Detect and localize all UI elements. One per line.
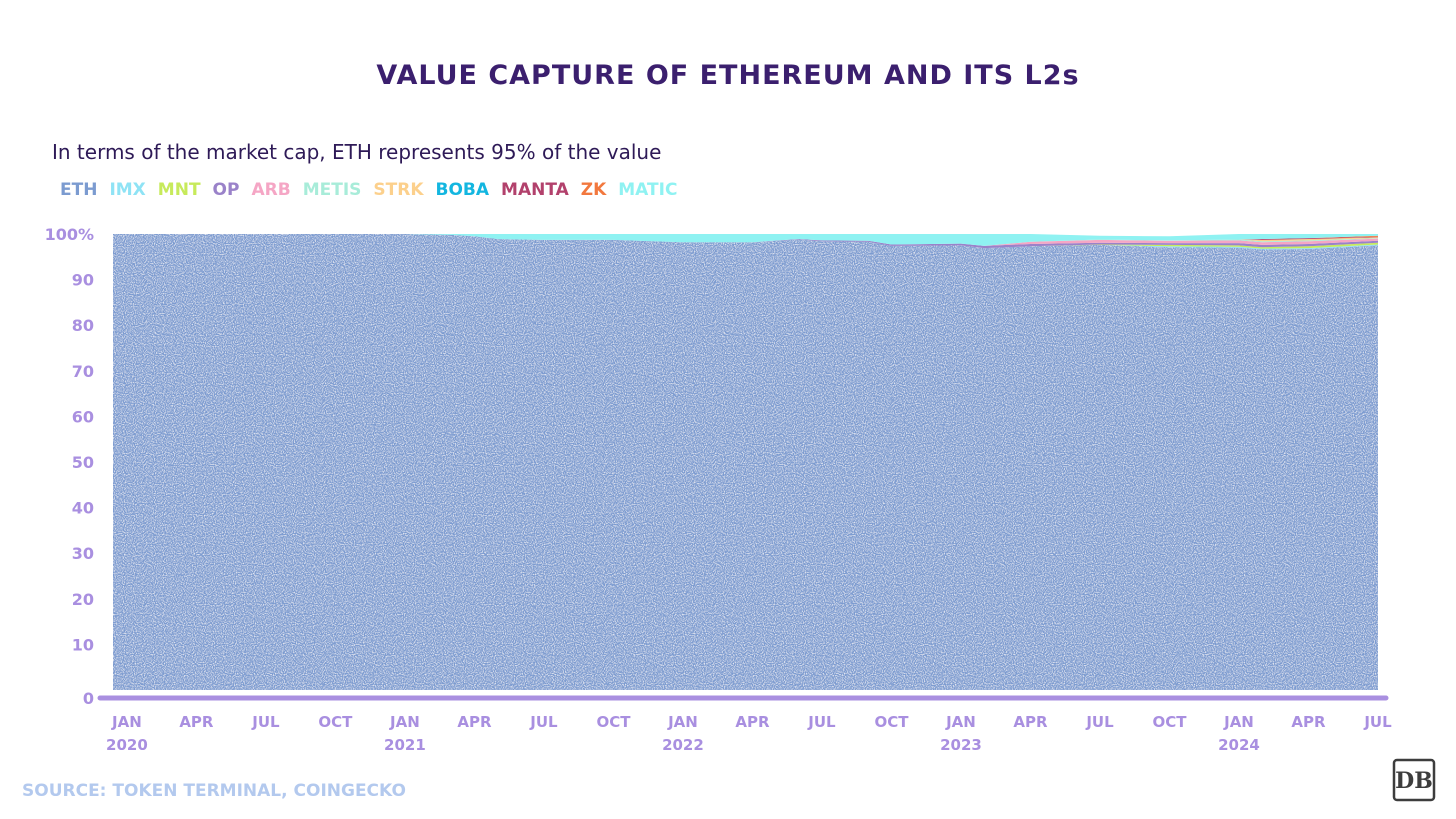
- x-tick-label: APR: [457, 713, 492, 731]
- area-metis: [113, 234, 1378, 246]
- x-tick-label: JAN: [1223, 713, 1254, 731]
- y-tick-label: 80: [72, 316, 94, 335]
- x-tick-label: JUL: [1085, 713, 1114, 731]
- x-tick-label: JAN: [389, 713, 420, 731]
- y-tick-label: 50: [72, 453, 94, 472]
- x-tick-label: APR: [735, 713, 770, 731]
- legend-item-mnt: MNT: [157, 180, 201, 200]
- area-op: [113, 234, 1378, 249]
- y-tick-label: 40: [72, 499, 94, 518]
- legend-item-op: OP: [212, 180, 240, 200]
- x-tick-year-label: 2022: [662, 736, 704, 754]
- chart-title: VALUE CAPTURE OF ETHEREUM AND ITS L2s: [376, 60, 1080, 91]
- svg-text:DB: DB: [1395, 768, 1433, 794]
- legend-item-zk: ZK: [580, 180, 607, 200]
- area-arb: [113, 234, 1378, 246]
- y-tick-label: 0: [83, 689, 94, 708]
- x-tick-year-label: 2023: [940, 736, 982, 754]
- x-tick-label: JUL: [807, 713, 836, 731]
- x-tick-label: JAN: [945, 713, 976, 731]
- area-matic: [113, 234, 1378, 246]
- area-series-group: [113, 234, 1378, 690]
- legend-item-strk: STRK: [373, 180, 424, 200]
- legend-item-matic: MATIC: [618, 180, 678, 200]
- x-tick-year-label: 2024: [1218, 736, 1260, 754]
- y-tick-label: 60: [72, 407, 94, 426]
- y-tick-label: 20: [72, 590, 94, 609]
- legend-item-manta: MANTA: [501, 180, 569, 200]
- x-tick-label: JAN: [111, 713, 142, 731]
- legend-item-boba: BOBA: [435, 180, 490, 200]
- legend-item-eth: ETH: [60, 180, 98, 200]
- x-tick-label: APR: [179, 713, 214, 731]
- axes-group: 0 10 20 30 40 50 60 70 80 90 100% JAN 2020 APR JUL OCT J…: [45, 225, 1393, 754]
- legend-item-arb: ARB: [251, 180, 291, 200]
- y-tick-label: 10: [72, 635, 94, 654]
- x-tick-label: OCT: [596, 713, 631, 731]
- x-tick-label: JAN: [667, 713, 698, 731]
- x-tick-year-label: 2021: [384, 736, 426, 754]
- area-mnt: [113, 234, 1378, 249]
- y-tick-label: 30: [72, 544, 94, 563]
- x-tick-year-label: 2020: [106, 736, 148, 754]
- source-note: SOURCE: TOKEN TERMINAL, COINGECKO: [22, 781, 406, 801]
- x-tick-label: APR: [1013, 713, 1048, 731]
- y-tick-label: 70: [72, 362, 94, 381]
- legend-item-metis: METIS: [302, 180, 362, 200]
- legend-item-imx: IMX: [109, 180, 146, 200]
- x-tick-label: OCT: [874, 713, 909, 731]
- brand-logo-icon: DB: [1392, 758, 1436, 802]
- chart-subtitle: In terms of the market cap, ETH represen…: [52, 140, 662, 164]
- legend: ETH IMX MNT OP ARB METIS STRK BOBA MANTA ZK MATIC: [60, 180, 689, 200]
- x-tick-label: APR: [1291, 713, 1326, 731]
- area-eth: [113, 234, 1378, 690]
- x-tick-label: JUL: [1363, 713, 1392, 731]
- y-tick-label: 90: [72, 271, 94, 290]
- x-tick-label: OCT: [1152, 713, 1187, 731]
- x-tick-label: OCT: [318, 713, 353, 731]
- x-tick-label: JUL: [529, 713, 558, 731]
- y-tick-label: 100%: [45, 225, 94, 244]
- x-tick-label: JUL: [251, 713, 280, 731]
- area-imx: [113, 234, 1378, 250]
